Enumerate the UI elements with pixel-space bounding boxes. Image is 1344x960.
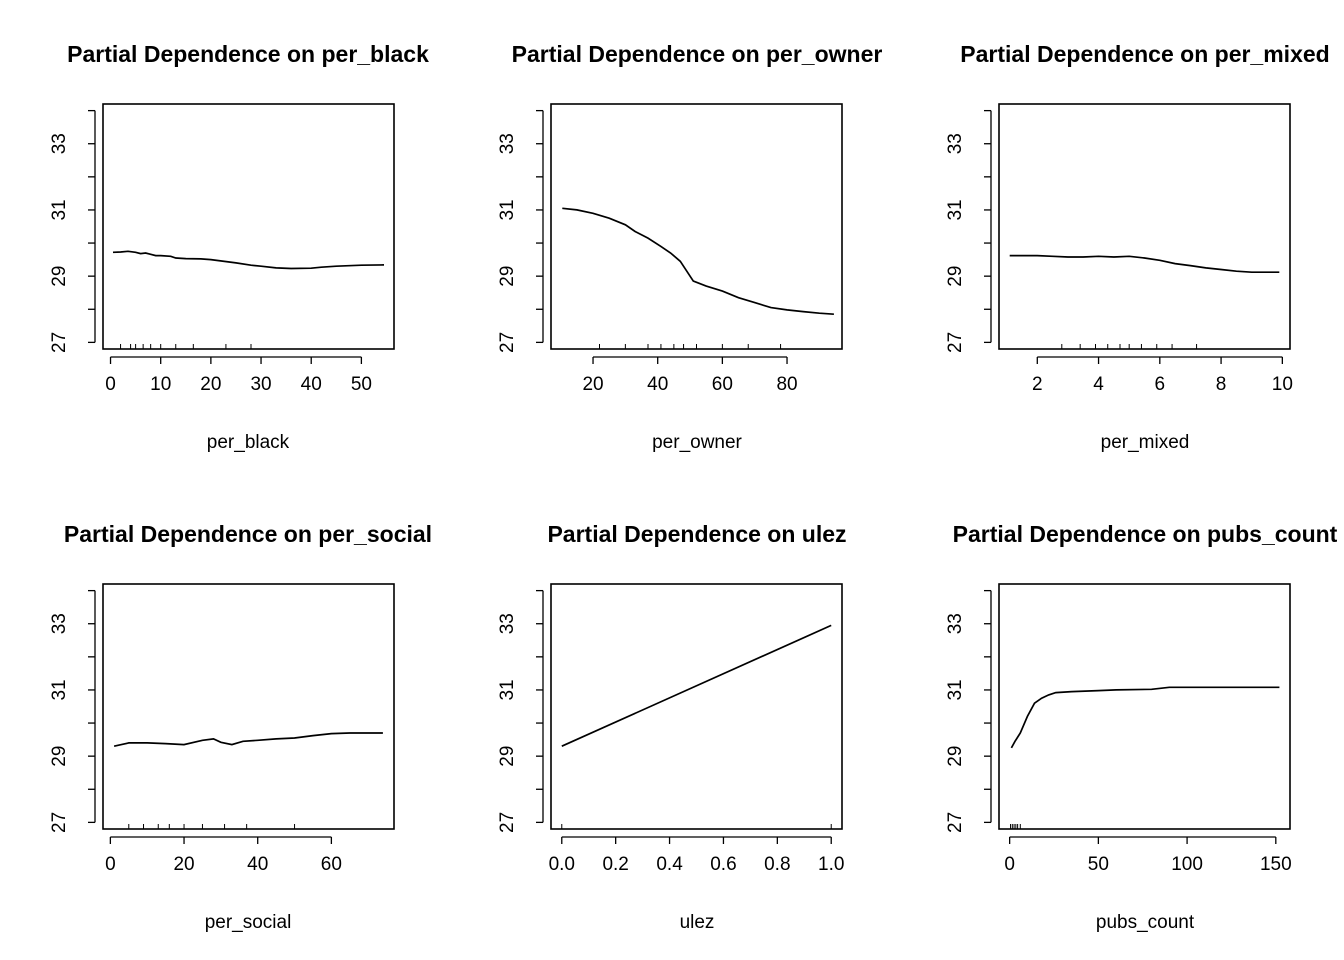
x-tick-label: 100 bbox=[1171, 854, 1203, 875]
x-tick-label: 40 bbox=[301, 374, 322, 395]
x-tick-label: 10 bbox=[1272, 374, 1293, 395]
x-tick-label: 40 bbox=[247, 854, 268, 875]
x-tick-label: 4 bbox=[1093, 374, 1104, 395]
y-tick-label: 29 bbox=[49, 746, 70, 767]
y-tick-label: 27 bbox=[49, 332, 70, 353]
partial-dependence-line bbox=[561, 624, 832, 747]
y-tick-label: 31 bbox=[497, 679, 518, 700]
chart-title: Partial Dependence on pubs_count bbox=[953, 521, 1338, 547]
pd-panel-ulez: Partial Dependence on ulez 0.0 0.2 0.4 0.6 0.… bbox=[497, 521, 847, 933]
x-tick-label: 2 bbox=[1032, 374, 1043, 395]
partial-dependence-line bbox=[113, 732, 383, 748]
x-axis-label: per_mixed bbox=[1101, 432, 1190, 453]
plot-frame bbox=[550, 583, 843, 830]
plot-frame bbox=[998, 583, 1291, 830]
x-tick-label: 0.4 bbox=[656, 854, 683, 875]
x-tick-label: 0 bbox=[105, 374, 116, 395]
y-tick-label: 27 bbox=[945, 332, 966, 353]
x-tick-label: 50 bbox=[351, 374, 372, 395]
plot-frame bbox=[998, 103, 1291, 350]
y-tick-label: 31 bbox=[49, 199, 70, 220]
plot-frame bbox=[550, 103, 843, 350]
x-tick-label: 80 bbox=[776, 374, 797, 395]
plot-frame bbox=[102, 583, 395, 830]
y-tick-label: 29 bbox=[49, 266, 70, 287]
y-tick-label: 31 bbox=[49, 679, 70, 700]
x-axis-label: ulez bbox=[680, 912, 715, 933]
chart-title: Partial Dependence on per_social bbox=[64, 521, 432, 547]
x-tick-label: 150 bbox=[1260, 854, 1292, 875]
chart-title: Partial Dependence on per_black bbox=[67, 41, 429, 67]
partial-dependence-line bbox=[562, 207, 834, 316]
y-tick-label: 33 bbox=[497, 133, 518, 154]
x-tick-label: 1.0 bbox=[818, 854, 844, 875]
x-axis-label: per_social bbox=[205, 912, 292, 933]
chart-title: Partial Dependence on per_owner bbox=[512, 41, 883, 67]
plot-frame bbox=[102, 103, 395, 350]
pd-panel-pubs_count: Partial Dependence on pubs_count 0 50 100 15… bbox=[945, 521, 1338, 933]
chart-title: Partial Dependence on ulez bbox=[547, 521, 846, 547]
y-tick-label: 27 bbox=[497, 332, 518, 353]
x-tick-label: 0.0 bbox=[549, 854, 575, 875]
y-tick-label: 31 bbox=[945, 199, 966, 220]
x-tick-label: 30 bbox=[250, 374, 271, 395]
pd-panel-per_black: Partial Dependence on per_black 0 10 20 30 40… bbox=[49, 41, 429, 453]
x-tick-label: 0.2 bbox=[602, 854, 628, 875]
x-tick-label: 0 bbox=[105, 854, 116, 875]
x-tick-label: 20 bbox=[200, 374, 221, 395]
x-tick-label: 0 bbox=[1004, 854, 1015, 875]
x-tick-label: 20 bbox=[582, 374, 603, 395]
x-axis-label: per_black bbox=[207, 432, 290, 453]
x-tick-label: 0.8 bbox=[764, 854, 790, 875]
y-tick-label: 33 bbox=[49, 133, 70, 154]
x-tick-label: 20 bbox=[173, 854, 194, 875]
y-tick-label: 29 bbox=[945, 266, 966, 287]
y-tick-label: 33 bbox=[945, 133, 966, 154]
x-tick-label: 50 bbox=[1088, 854, 1109, 875]
partial-dependence-line bbox=[1009, 254, 1280, 274]
x-tick-label: 6 bbox=[1155, 374, 1166, 395]
x-axis-label: pubs_count bbox=[1096, 912, 1195, 933]
pd-panel-per_owner: Partial Dependence on per_owner 20 40 60 80 2… bbox=[497, 41, 882, 453]
x-tick-label: 40 bbox=[647, 374, 668, 395]
chart-title: Partial Dependence on per_mixed bbox=[960, 41, 1329, 67]
y-tick-label: 31 bbox=[497, 199, 518, 220]
y-tick-label: 27 bbox=[945, 812, 966, 833]
pd-panel-per_mixed: Partial Dependence on per_mixed 2 4 6 8 10 27 2… bbox=[945, 41, 1330, 453]
x-tick-label: 10 bbox=[150, 374, 171, 395]
x-tick-label: 60 bbox=[321, 854, 342, 875]
x-tick-label: 0.6 bbox=[710, 854, 736, 875]
y-tick-label: 27 bbox=[497, 812, 518, 833]
y-tick-label: 33 bbox=[497, 613, 518, 634]
y-tick-label: 33 bbox=[49, 613, 70, 634]
y-tick-label: 31 bbox=[945, 679, 966, 700]
y-tick-label: 33 bbox=[945, 613, 966, 634]
pd-panel-per_social: Partial Dependence on per_social 0 20 40 60 2… bbox=[49, 521, 432, 933]
x-tick-label: 60 bbox=[712, 374, 733, 395]
partial-dependence-line bbox=[1010, 686, 1280, 749]
y-tick-label: 29 bbox=[497, 266, 518, 287]
x-tick-label: 8 bbox=[1216, 374, 1227, 395]
y-tick-label: 27 bbox=[49, 812, 70, 833]
y-tick-label: 29 bbox=[497, 746, 518, 767]
y-tick-label: 29 bbox=[945, 746, 966, 767]
partial-dependence-line bbox=[112, 250, 385, 270]
x-axis-label: per_owner bbox=[652, 432, 742, 453]
